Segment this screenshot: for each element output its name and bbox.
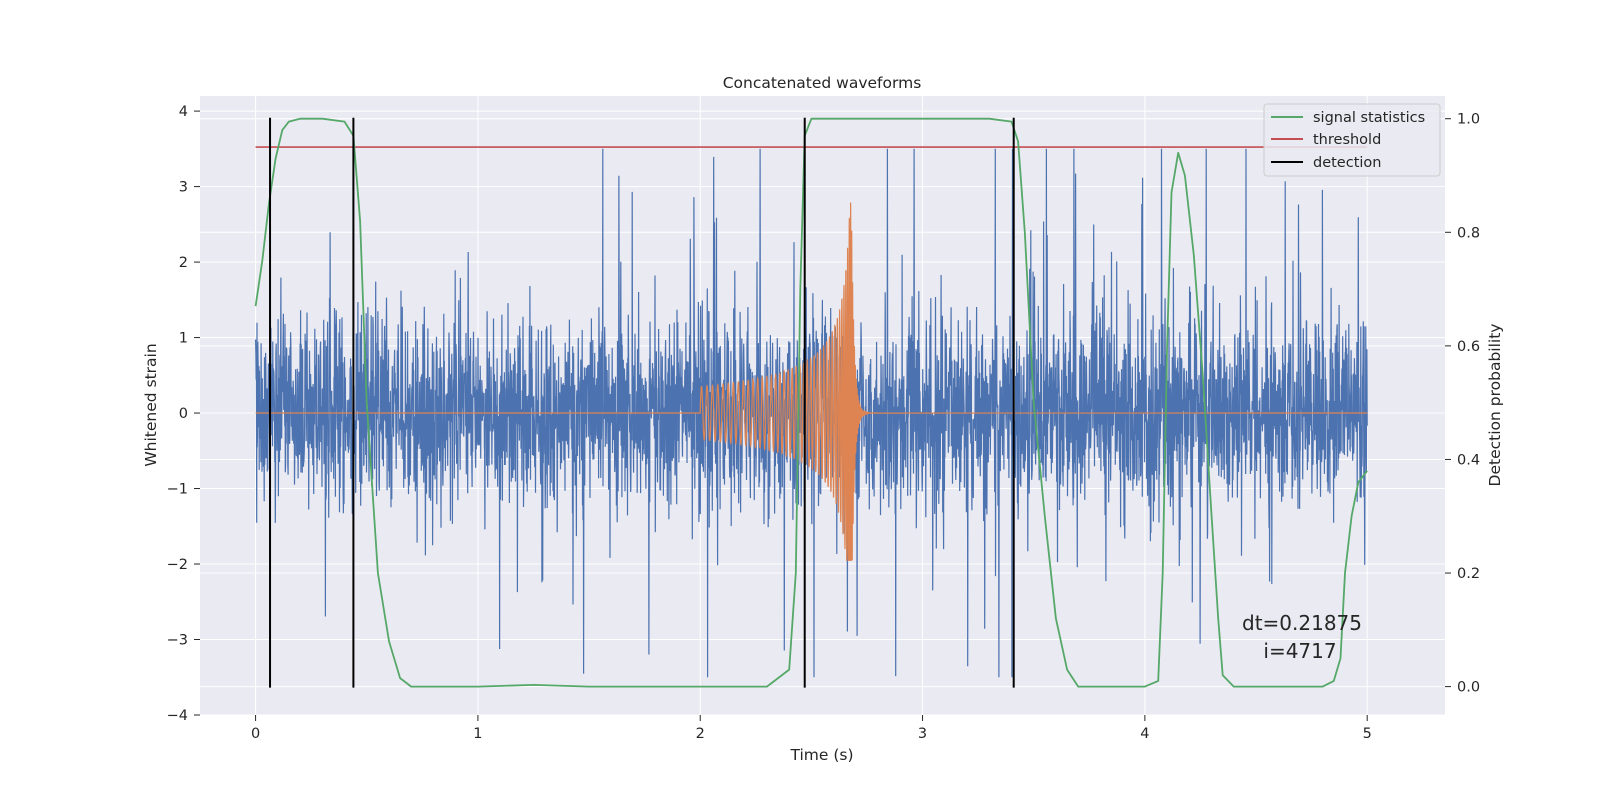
x-tick-label: 4 xyxy=(1140,726,1149,742)
legend-label-threshold: threshold xyxy=(1313,132,1381,148)
y-right-tick-label: 0.2 xyxy=(1457,566,1480,582)
x-tick-label: 3 xyxy=(918,726,927,742)
y-tick-label: −2 xyxy=(167,557,188,573)
y-tick-label: 0 xyxy=(179,406,188,422)
chart-title: Concatenated waveforms xyxy=(723,74,922,92)
annotation-dt: dt=0.21875 xyxy=(1242,611,1362,635)
y-tick-label: 4 xyxy=(179,104,188,120)
series-layer xyxy=(254,117,1368,688)
y-tick-label: −4 xyxy=(167,708,188,724)
signal-trace xyxy=(255,202,1368,561)
y-tick-label: 1 xyxy=(179,331,188,347)
y-tick-label: 3 xyxy=(179,180,188,196)
y-right-tick-label: 1.0 xyxy=(1457,112,1480,128)
annotation-i: i=4717 xyxy=(1263,639,1336,663)
x-tick-label: 0 xyxy=(251,726,260,742)
legend-box xyxy=(1263,103,1441,177)
y-right-tick-label: 0.4 xyxy=(1457,452,1480,468)
x-axis-label: Time (s) xyxy=(789,746,853,764)
x-tick-label: 1 xyxy=(473,726,482,742)
legend: signal statistics threshold detection xyxy=(1263,103,1441,177)
x-tick-label: 5 xyxy=(1363,726,1372,742)
statistics-line xyxy=(254,117,1368,688)
y-tick-label: −1 xyxy=(167,482,188,498)
annotation: dt=0.21875 i=4717 xyxy=(1242,611,1362,663)
x-tick-label: 2 xyxy=(696,726,705,742)
y-tick-label: −3 xyxy=(167,633,188,649)
y-right-tick-label: 0.8 xyxy=(1457,225,1480,241)
y-tick-label: 2 xyxy=(179,255,188,271)
y-right-tick-label: 0.6 xyxy=(1457,339,1480,355)
y-right-tick-label: 0.0 xyxy=(1457,680,1480,696)
y-axis-label: Whitened strain xyxy=(142,343,160,466)
axes: 0 1 2 3 4 5 −4 −3 −2 −1 0 1 2 3 4 0.0 0.2 0.4 0.6 0.8 1.0 xyxy=(167,104,1480,742)
y-axis-right-label: Detection probability xyxy=(1486,324,1504,487)
legend-label-statistics: signal statistics xyxy=(1313,110,1425,126)
legend-label-detection: detection xyxy=(1313,155,1381,171)
